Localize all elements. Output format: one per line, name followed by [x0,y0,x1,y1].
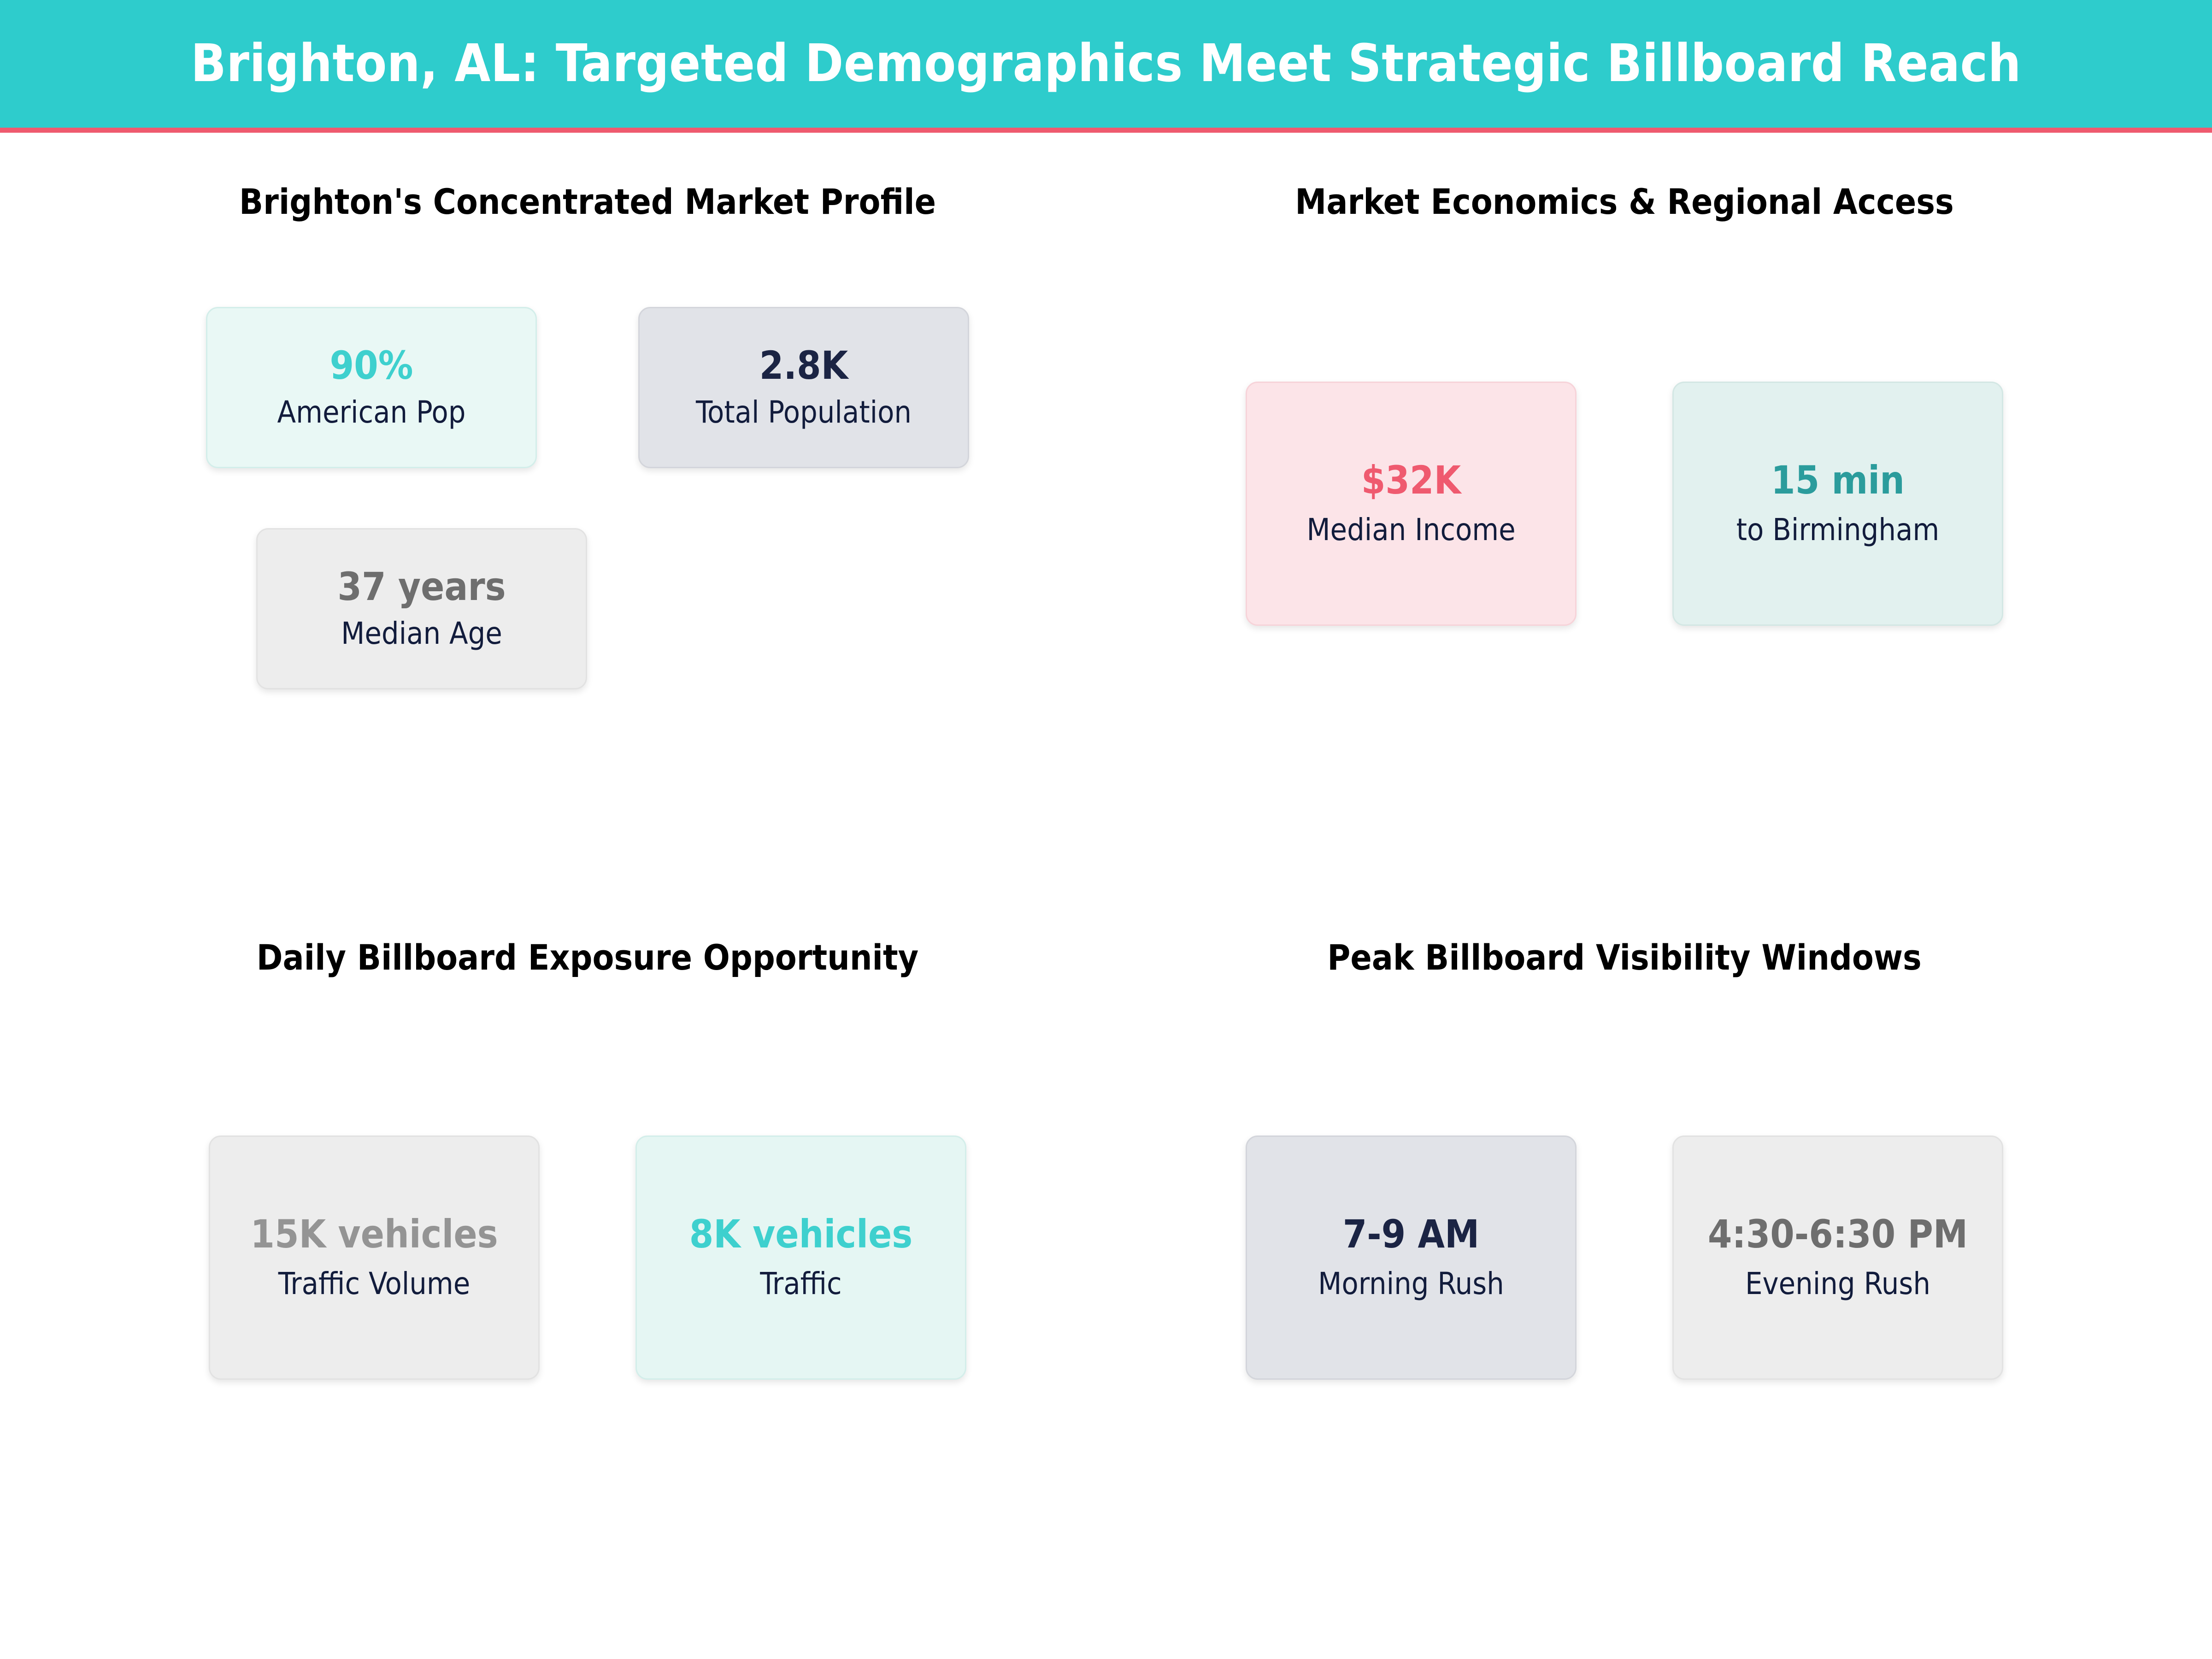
dashboard-grid: Brighton's Concentrated Market Profile 9… [0,133,2212,1659]
stat-card[interactable]: 4:30-6:30 PM Evening Rush [1672,1135,2003,1380]
stat-value: 2.8K [759,343,848,388]
stat-card[interactable]: 7-9 AM Morning Rush [1246,1135,1577,1380]
stat-value: 15K vehicles [250,1212,498,1257]
stat-card[interactable]: 8K vehicles Traffic [635,1135,966,1380]
stat-value: 15 min [1771,458,1905,503]
stat-label: Traffic Volume [278,1266,471,1302]
stat-value: 37 years [337,564,506,610]
page-header: Brighton, AL: Targeted Demographics Meet… [0,0,2212,128]
header-divider [0,128,2212,133]
section-title: Peak Billboard Visibility Windows [1327,937,1922,978]
stat-card-row: 15K vehicles Traffic Volume 8K vehicles … [69,1135,1106,1380]
stat-value: $32K [1361,458,1461,503]
stat-label: Morning Rush [1318,1266,1504,1302]
section-visibility-windows: Peak Billboard Visibility Windows 7-9 AM… [1106,916,2143,1653]
stat-card[interactable]: 15 min to Birmingham [1672,381,2003,626]
stat-value: 4:30-6:30 PM [1707,1212,1968,1257]
section-billboard-exposure: Daily Billboard Exposure Opportunity 15K… [69,916,1106,1653]
page-title: Brighton, AL: Targeted Demographics Meet… [191,33,2021,94]
stat-card[interactable]: $32K Median Income [1246,381,1577,626]
stat-card-row: 90% American Pop 2.8K Total Population 3… [69,306,1106,749]
stat-label: American Pop [277,394,466,430]
stat-card[interactable]: 37 years Median Age [256,528,587,689]
section-title: Brighton's Concentrated Market Profile [239,181,936,222]
stat-value: 8K vehicles [689,1212,913,1257]
section-market-profile: Brighton's Concentrated Market Profile 9… [69,160,1106,898]
stat-value: 90% [329,343,413,388]
stat-card[interactable]: 90% American Pop [206,306,537,468]
section-market-economics: Market Economics & Regional Access $32K … [1106,160,2143,898]
stat-label: Median Age [341,616,502,652]
stat-label: Traffic [760,1266,842,1302]
section-title: Market Economics & Regional Access [1295,181,1954,222]
stat-label: Total Population [695,394,912,430]
stat-card[interactable]: 2.8K Total Population [638,306,969,468]
stat-label: Median Income [1306,512,1516,548]
stat-label: to Birmingham [1736,512,1940,548]
section-title: Daily Billboard Exposure Opportunity [256,937,919,978]
stat-value: 7-9 AM [1342,1212,1480,1257]
stat-card[interactable]: 15K vehicles Traffic Volume [209,1135,540,1380]
stat-card-row: $32K Median Income 15 min to Birmingham [1106,381,2143,626]
stat-card-row: 7-9 AM Morning Rush 4:30-6:30 PM Evening… [1106,1135,2143,1380]
stat-label: Evening Rush [1745,1266,1931,1302]
